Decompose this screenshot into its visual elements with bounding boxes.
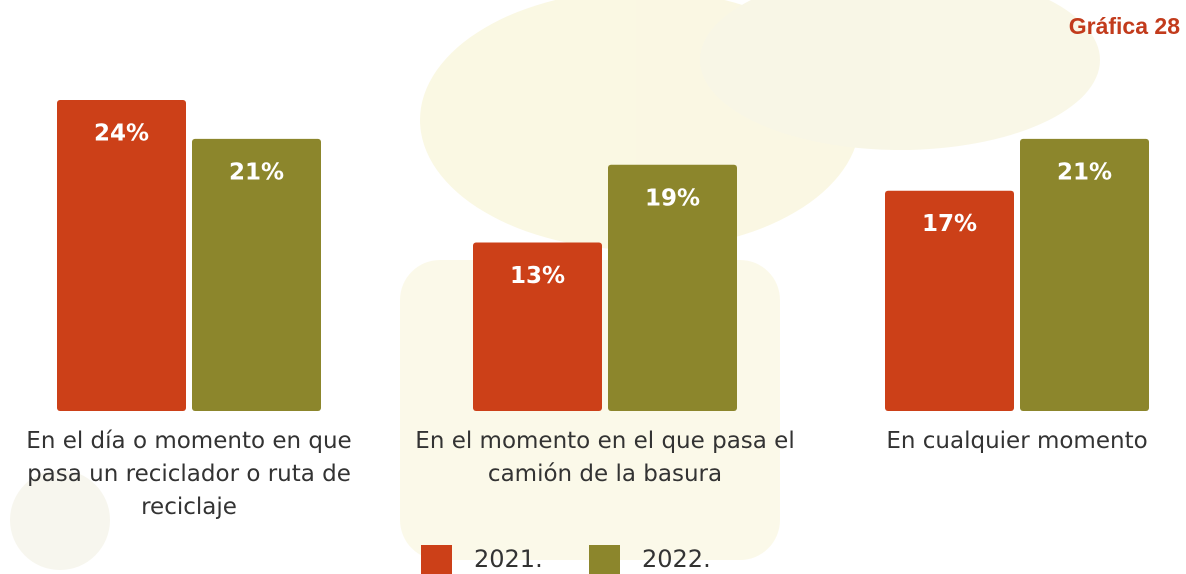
data-label: 21%: [1057, 159, 1112, 185]
x-tick-label: En el momento en el que pasa el camión d…: [415, 428, 795, 487]
bar: [473, 242, 602, 411]
x-tick-label: En el día o momento en que pasa un recic…: [26, 428, 352, 520]
legend-label: 2021.: [474, 545, 543, 573]
x-tick-label: En cualquier momento: [886, 428, 1148, 454]
data-label: 17%: [922, 211, 977, 237]
bar: [192, 138, 321, 411]
data-label: 24%: [94, 121, 149, 147]
legend-label: 2022.: [642, 545, 711, 573]
chart-title: Gráfica 28: [1069, 13, 1180, 39]
data-label: 13%: [510, 263, 565, 289]
legend-swatch: [589, 545, 620, 574]
bar: [1020, 138, 1149, 411]
bar: [57, 100, 186, 411]
data-label: 19%: [645, 185, 700, 211]
data-label: 21%: [229, 159, 284, 185]
bar: [608, 164, 737, 411]
legend-swatch: [421, 545, 452, 574]
bar: [885, 190, 1014, 411]
